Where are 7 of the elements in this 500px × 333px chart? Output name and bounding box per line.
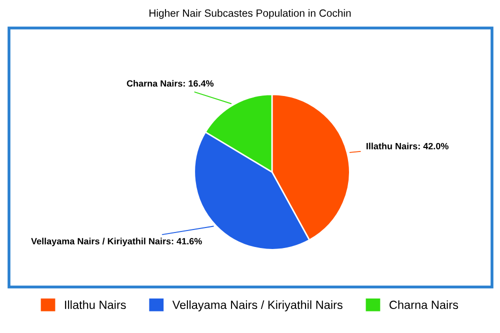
chart-title: Higher Nair Subcastes Population in Cochin [150,9,351,19]
data-label: Illathu Nairs: 42.0% [366,142,448,150]
legend-label: Illathu Nairs [65,300,126,310]
legend-label: Charna Nairs [390,300,458,310]
legend-label: Vellayama Nairs / Kiriyathil Nairs [172,300,342,312]
data-label: Charna Nairs: 16.4% [126,80,214,87]
data-label: Vellayama Nairs / Kiriyathil Nairs: 41.6% [31,238,202,246]
